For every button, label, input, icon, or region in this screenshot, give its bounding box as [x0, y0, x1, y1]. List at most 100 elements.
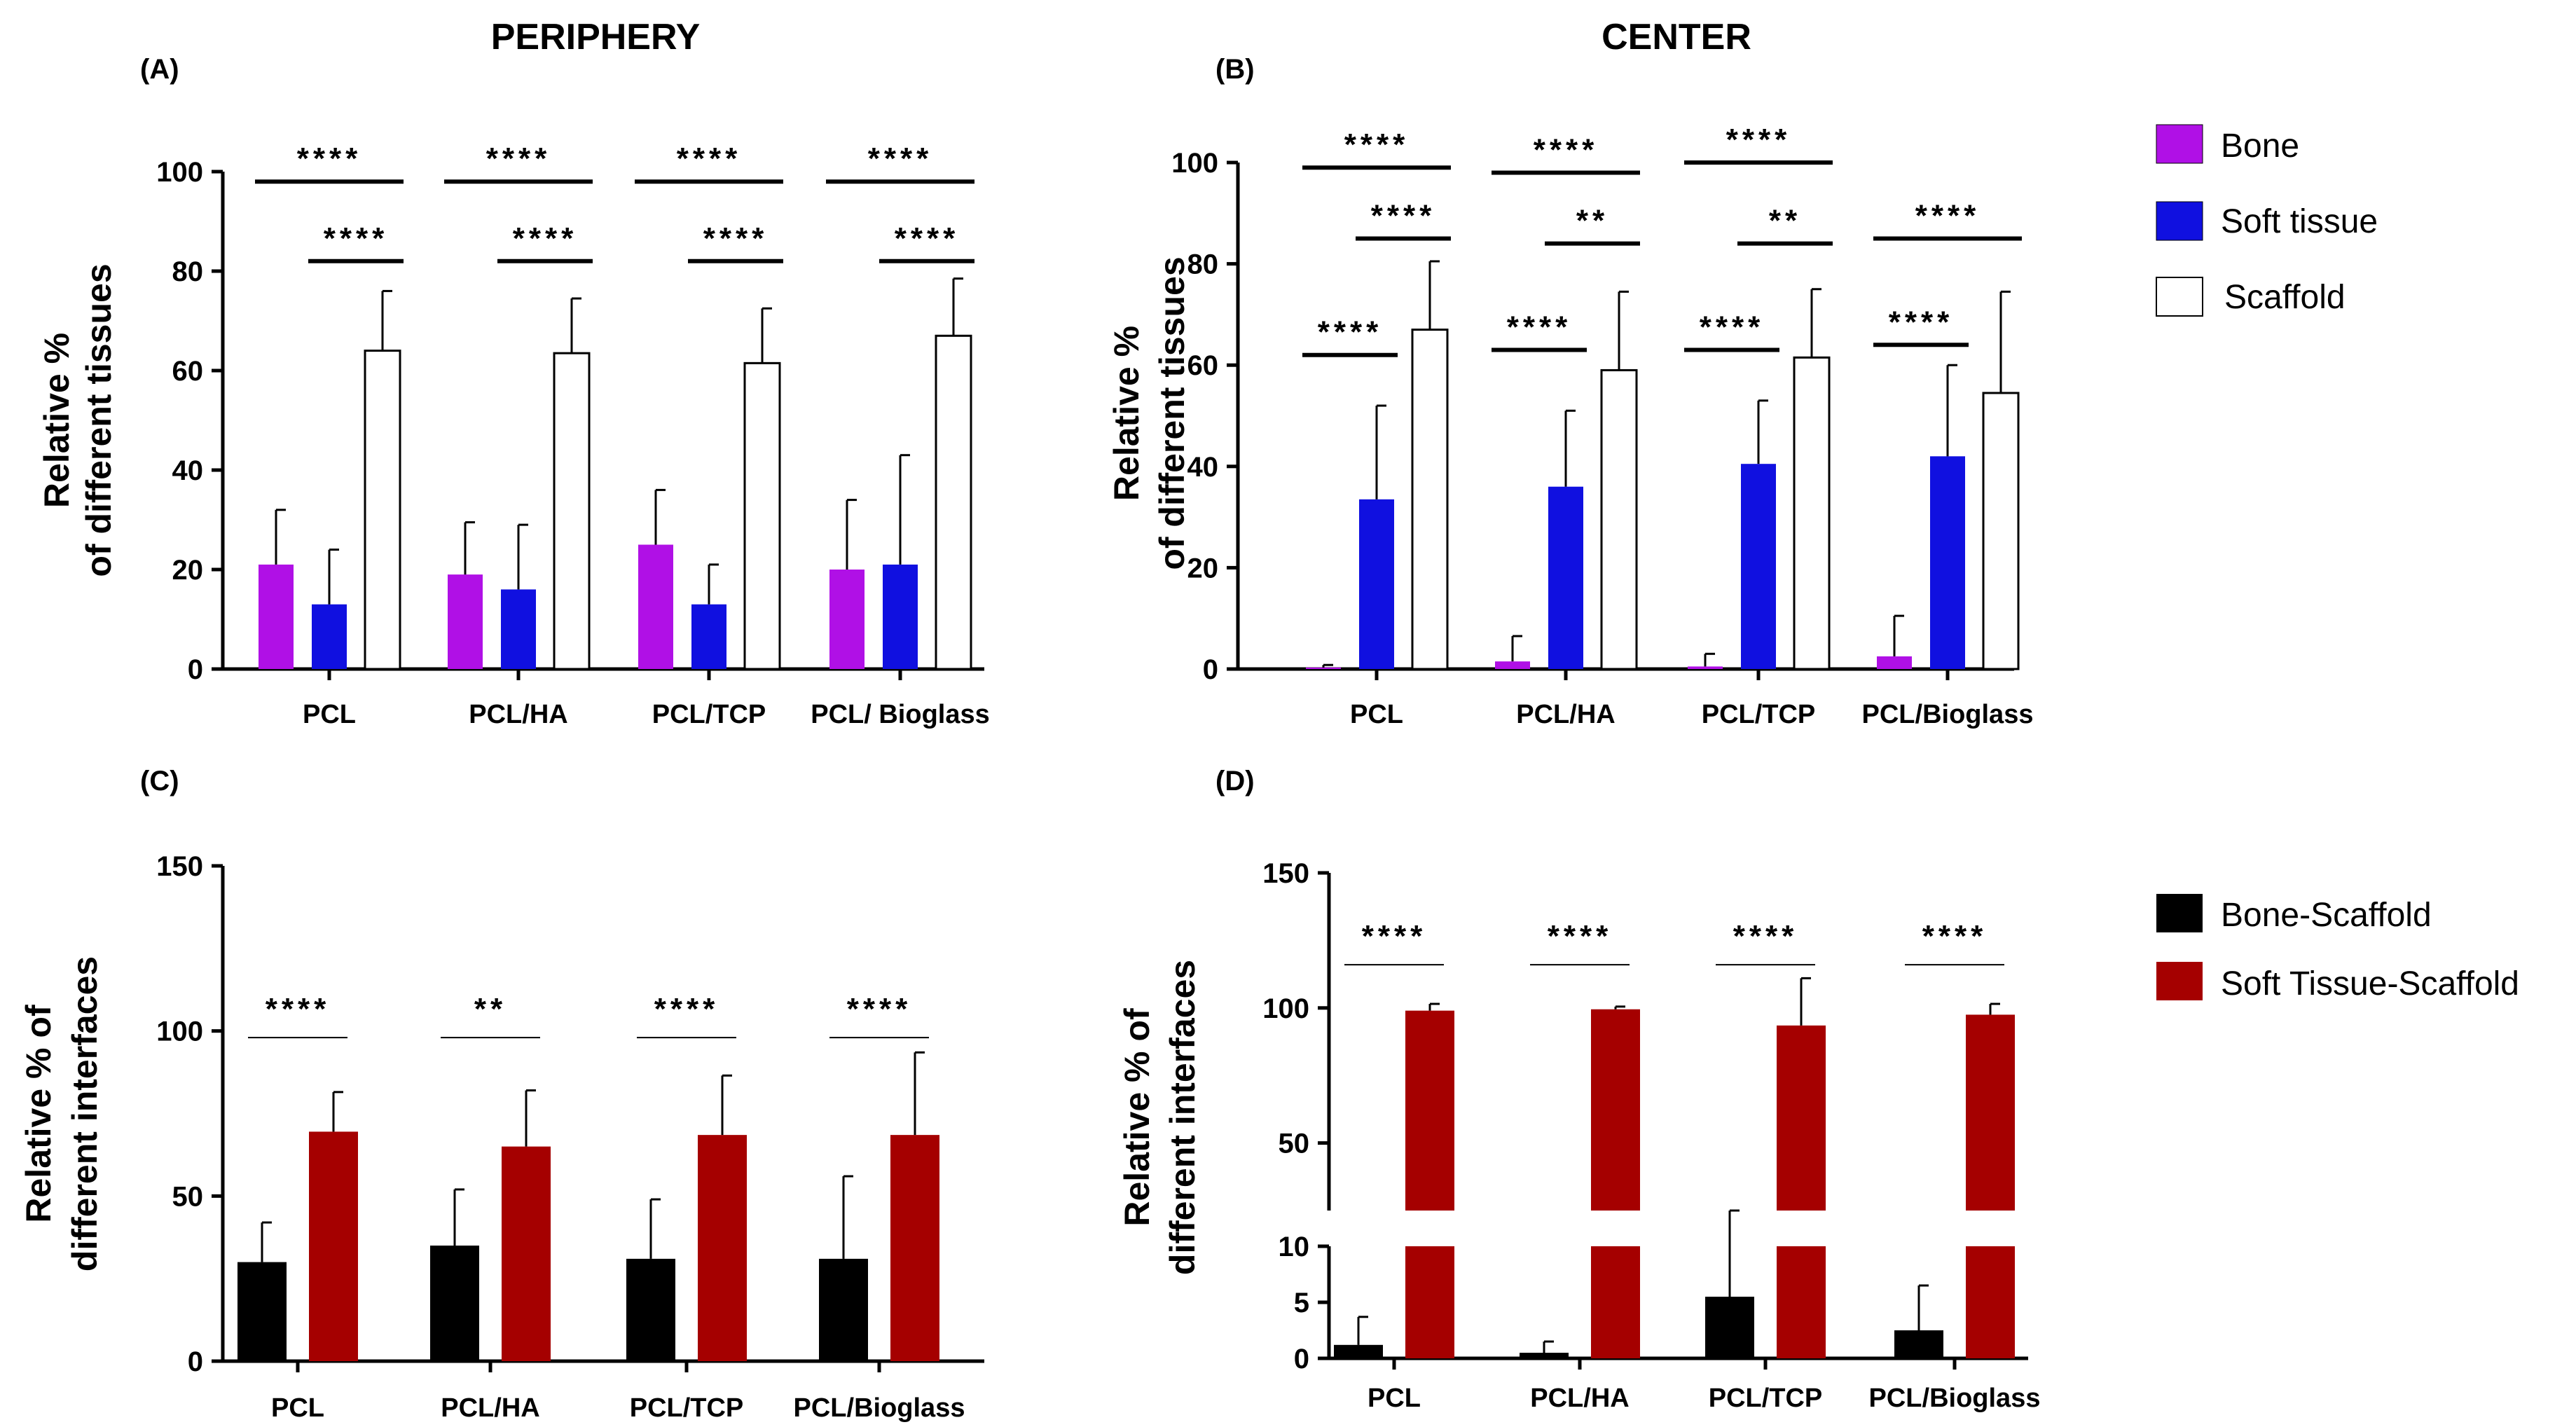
category-label: PCL/ Bioglass: [811, 700, 990, 729]
category-label: PCL/TCP: [1702, 700, 1816, 729]
y-axis-label: Relative % of: [1117, 1008, 1157, 1227]
bar: [1930, 456, 1965, 669]
significance-stars: ****: [1371, 198, 1436, 233]
significance-stars: ****: [1889, 305, 1954, 339]
significance-stars: ****: [847, 992, 912, 1026]
category-label: PCL: [1350, 700, 1403, 729]
category-label: PCL: [303, 700, 356, 729]
significance-stars: ****: [1534, 132, 1599, 167]
bar: [935, 334, 972, 670]
bar: [1600, 368, 1638, 670]
y-axis-label: of different tissues: [1152, 256, 1192, 570]
significance-stars: ****: [703, 221, 769, 256]
bar: [819, 1258, 868, 1361]
category-label: PCL/Bioglass: [1869, 1384, 2041, 1413]
significance-stars: ****: [895, 221, 960, 256]
bar: [890, 1135, 939, 1361]
bar: [1777, 1246, 1826, 1358]
y-tick-label: 100: [156, 1016, 203, 1047]
bar: [1982, 392, 2020, 670]
y-axis-label: of different tissues: [79, 263, 118, 577]
y-tick-label: 0: [188, 1346, 203, 1377]
legend-label-scaffold: Scaffold: [2224, 279, 2346, 316]
bar: [1306, 667, 1341, 669]
bar: [1411, 329, 1449, 670]
significance-stars: **: [474, 992, 507, 1026]
bar: [1966, 1014, 2015, 1211]
bar: [1777, 1025, 1826, 1211]
bar: [1405, 1010, 1454, 1211]
y-tick-label: 100: [156, 157, 203, 188]
category-label: PCL/HA: [441, 1393, 539, 1423]
bar: [638, 544, 673, 669]
y-axis-label: Relative %: [37, 333, 76, 508]
bar: [883, 564, 918, 669]
y-tick-label: 0: [1294, 1344, 1309, 1374]
legend-swatch-soft-tissue: [2156, 201, 2203, 241]
y-axis-label: different interfaces: [1163, 960, 1202, 1275]
y-tick-label: 40: [172, 455, 204, 486]
legend-interfaces: Bone-Scaffold Soft Tissue-Scaffold: [2156, 894, 2519, 1002]
category-label: PCL/TCP: [630, 1393, 744, 1423]
y-tick-label: 60: [172, 356, 204, 387]
category-label: PCL/TCP: [1709, 1384, 1823, 1413]
bar: [430, 1246, 479, 1361]
panel-c-chart: (C) Relative % of different interfaces 0 50 1…: [19, 766, 984, 1423]
category-label: PCL/HA: [1530, 1384, 1629, 1413]
significance-stars: ****: [1726, 123, 1791, 157]
legend-label-soft-tissue: Soft tissue: [2221, 203, 2378, 240]
panel-d-chart: (D) Relative % of different interfaces 0 5 10…: [1117, 766, 2040, 1413]
panel-label: (B): [1215, 54, 1255, 85]
y-tick-label: 0: [1203, 654, 1218, 685]
significance-stars: **: [1769, 204, 1801, 238]
panel-label: (A): [140, 54, 179, 85]
category-label: PCL/HA: [469, 700, 567, 729]
y-tick-label: 150: [156, 851, 203, 882]
legend-label-bone: Bone: [2221, 127, 2299, 165]
significance-stars: ****: [1507, 310, 1572, 345]
significance-stars: ****: [1362, 919, 1427, 953]
bar: [1548, 486, 1583, 669]
significance-stars: ****: [513, 221, 578, 256]
bar: [1793, 356, 1831, 670]
category-label: PCL/HA: [1516, 700, 1615, 729]
y-tick-label: 10: [1279, 1232, 1310, 1262]
significance-stars: ****: [1922, 919, 1988, 953]
panel-label: (C): [140, 766, 179, 797]
category-label: PCL: [271, 1393, 324, 1423]
y-tick-label: 20: [172, 555, 204, 586]
significance-stars: ****: [654, 992, 719, 1026]
significance-stars: ****: [266, 992, 331, 1026]
bar: [1877, 656, 1912, 669]
bar: [312, 604, 347, 669]
periphery-title: PERIPHERY: [491, 17, 701, 57]
legend-swatch-scaffold: [2156, 277, 2203, 317]
bar: [501, 589, 536, 669]
y-tick-label: 50: [1279, 1129, 1310, 1159]
y-axis-label: Relative % of: [19, 1005, 58, 1223]
bar: [691, 604, 726, 669]
category-label: PCL: [1368, 1384, 1421, 1413]
significance-stars: ****: [486, 142, 551, 176]
y-tick-label: 100: [1171, 148, 1218, 179]
significance-stars: ****: [1915, 198, 1981, 233]
y-tick-label: 80: [1187, 249, 1219, 280]
significance-stars: ****: [1700, 310, 1765, 345]
legend-swatch-bone-scaffold: [2156, 894, 2203, 932]
bar: [829, 570, 865, 669]
category-label: PCL/Bioglass: [1862, 700, 2034, 729]
bar: [364, 350, 401, 670]
bar: [448, 574, 483, 669]
bar: [502, 1146, 551, 1361]
bar: [1334, 1344, 1383, 1358]
bar: [1591, 1246, 1640, 1358]
y-tick-label: 0: [188, 654, 203, 685]
legend-label-soft-tissue-scaffold: Soft Tissue-Scaffold: [2221, 965, 2519, 1002]
y-tick-label: 80: [172, 256, 204, 287]
panel-label: (D): [1215, 766, 1255, 797]
bar: [1894, 1330, 1943, 1358]
bar: [1359, 499, 1394, 669]
y-tick-label: 20: [1187, 553, 1219, 584]
significance-stars: ****: [297, 142, 362, 176]
category-label: PCL/TCP: [652, 700, 766, 729]
